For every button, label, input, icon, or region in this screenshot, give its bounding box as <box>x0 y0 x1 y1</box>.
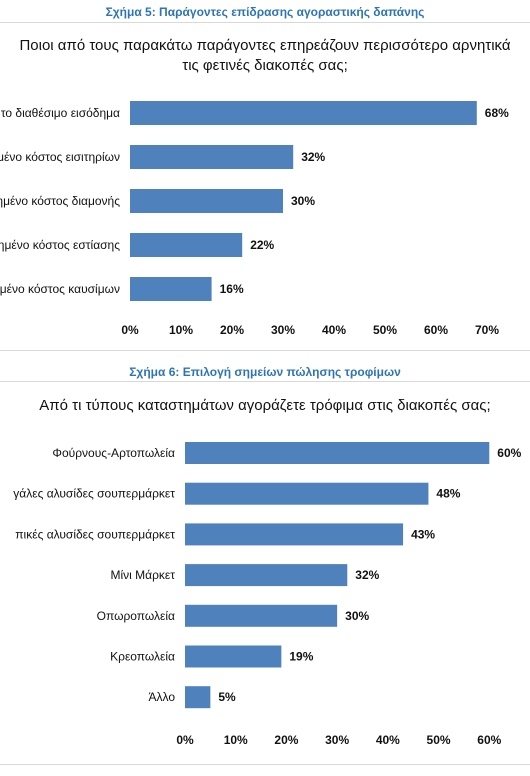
chart-2-category-label: Μίνι Μάρκετ <box>110 568 175 582</box>
chart-1-category-label: μένο κόστος εισιτηρίων <box>0 150 120 164</box>
chart-2-bar <box>185 564 347 586</box>
chart-2-bar <box>185 442 489 464</box>
chart-1-tick-label: 40% <box>322 323 346 337</box>
chart-2-value-label: 32% <box>355 568 379 582</box>
chart-1-category-label: ημένο κόστος διαμονής <box>0 194 120 208</box>
figure-6-caption: Σχήμα 6: Επιλογή σημείων πώλησης τροφίμω… <box>0 365 530 379</box>
figure-5-caption: Σχήμα 5: Παράγοντες επίδρασης αγοραστική… <box>0 5 530 19</box>
figure-5-divider <box>0 22 530 23</box>
figure-6-divider-top <box>0 350 530 351</box>
chart-1-tick-label: 10% <box>169 323 193 337</box>
chart-1-bar <box>130 233 242 257</box>
chart-2-category-label: γάλες αλυσίδες σουπερμάρκετ <box>13 487 175 501</box>
chart-2-category-label: Οπωροπωλεία <box>97 609 175 623</box>
chart-2-bar <box>185 605 337 627</box>
chart-2-value-label: 43% <box>411 527 435 541</box>
chart-2-value-label: 5% <box>218 690 236 704</box>
chart-2-category-label: Άλλο <box>148 690 175 704</box>
chart-1-tick-label: 30% <box>271 323 295 337</box>
chart-2-bar <box>185 646 281 668</box>
chart-1-bar <box>130 277 212 301</box>
chart-1-value-label: 30% <box>291 194 315 208</box>
chart-2-category-label: πικές αλυσίδες σουπερμάρκετ <box>15 527 175 541</box>
chart-1-bar <box>130 145 293 169</box>
chart-2-value-label: 30% <box>345 609 369 623</box>
chart-2: Φούρνους-Αρτοπωλεία 60% γάλες αλυσίδες σου… <box>0 430 530 760</box>
chart-2-value-label: 19% <box>289 650 313 664</box>
chart-2-bar <box>185 686 210 708</box>
chart-1-bar <box>130 189 283 213</box>
bottom-divider <box>0 764 530 765</box>
chart-2-tick-label: 0% <box>176 733 194 747</box>
chart-2-tick-label: 10% <box>224 733 248 747</box>
chart-2-category-label: Κρεοπωλεία <box>110 650 175 664</box>
chart-1-tick-label: 70% <box>475 323 499 337</box>
chart-1-tick-label: 50% <box>373 323 397 337</box>
chart-1-tick-label: 20% <box>220 323 244 337</box>
chart-1-category-label: μένο κόστος καυσίμων <box>0 282 120 296</box>
chart-1-tick-label: 60% <box>424 323 448 337</box>
chart-2-tick-label: 50% <box>427 733 451 747</box>
chart-2-title: Από τι τύπους καταστημάτων αγοράζετε τρό… <box>0 396 530 416</box>
chart-1-value-label: 68% <box>485 106 509 120</box>
chart-2-tick-label: 60% <box>477 733 501 747</box>
chart-1-title: Ποιοι από τους παρακάτω παράγοντες επηρε… <box>10 36 520 76</box>
chart-1-value-label: 16% <box>220 282 244 296</box>
chart-1-value-label: 22% <box>250 238 274 252</box>
chart-1-value-label: 32% <box>301 150 325 164</box>
chart-2-tick-label: 20% <box>274 733 298 747</box>
chart-1-tick-label: 0% <box>121 323 139 337</box>
chart-2-tick-label: 40% <box>376 733 400 747</box>
figure-6-divider <box>0 381 530 382</box>
chart-2-bar <box>185 483 428 505</box>
chart-2-value-label: 60% <box>497 446 521 460</box>
chart-2-category-label: Φούρνους-Αρτοπωλεία <box>52 446 175 460</box>
chart-1-category-label: το διαθέσιμο εισόδημα <box>1 106 120 120</box>
chart-2-tick-label: 30% <box>325 733 349 747</box>
chart-1-category-label: ημένο κόστος εστίασης <box>0 238 120 252</box>
chart-2-bar <box>185 523 403 545</box>
chart-1: το διαθέσιμο εισόδημα 68% μένο κόστος εισι… <box>0 85 530 345</box>
chart-1-bar <box>130 101 477 125</box>
chart-2-value-label: 48% <box>436 487 460 501</box>
